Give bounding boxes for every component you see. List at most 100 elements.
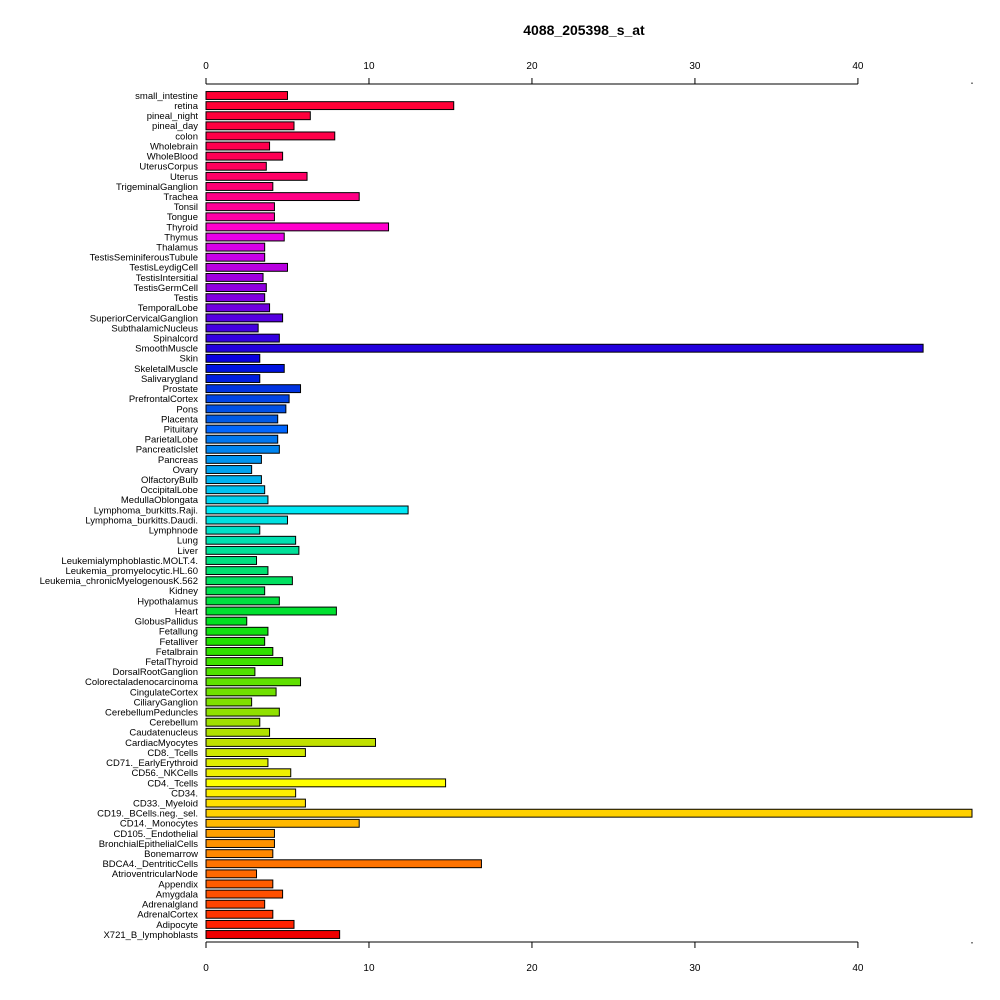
bar-Leukemialymphoblastic.MOLT.4. bbox=[205, 556, 258, 565]
category-label: GlobusPallidus bbox=[135, 617, 199, 628]
category-label: MedullaOblongata bbox=[121, 495, 199, 506]
bar-Lymphoma_burkitts.Raji. bbox=[205, 505, 409, 515]
chart-title: 4088_205398_s_at bbox=[523, 22, 645, 38]
bottom-axis-tick-label: 10 bbox=[363, 963, 375, 974]
bottom-x-axis: 0 10 20 30 40 bbox=[203, 941, 973, 974]
bar-retina bbox=[205, 101, 455, 111]
top-axis-tick-label: 10 bbox=[363, 61, 375, 72]
bar-CD19._BCells.neg._sel. bbox=[205, 808, 973, 818]
top-axis-tick-label: 0 bbox=[203, 61, 209, 72]
bar-OccipitalLobe bbox=[205, 485, 266, 495]
bar-CD33._Myeloid bbox=[205, 798, 306, 808]
bar-TemporalLobe bbox=[205, 303, 271, 313]
category-label: Uterus bbox=[170, 172, 198, 183]
bar-Trachea bbox=[205, 192, 360, 202]
category-label: Pancreas bbox=[158, 455, 198, 466]
bar-CD8._Tcells bbox=[205, 748, 306, 757]
bar-Heart bbox=[205, 606, 337, 616]
bar-Fetalliver bbox=[205, 636, 266, 646]
bar-CerebellumPeduncles bbox=[205, 707, 280, 717]
bar-BronchialEpithelialCells bbox=[205, 839, 275, 848]
category-label: SubthalamicNucleus bbox=[111, 323, 198, 334]
bar-Tonsil bbox=[205, 202, 275, 212]
bar-Thymus bbox=[205, 232, 285, 242]
bar-Wholebrain bbox=[205, 141, 271, 151]
bar-FetalThyroid bbox=[205, 657, 284, 667]
category-label: Lymphnode bbox=[149, 526, 198, 537]
bar-Pancreas bbox=[205, 454, 262, 464]
category-label: Colorectaladenocarcinoma bbox=[85, 677, 199, 688]
category-label: TestisLeydigCell bbox=[129, 263, 198, 274]
bar-Placenta bbox=[205, 414, 279, 424]
category-label: Adrenalgland bbox=[142, 900, 198, 911]
bar-CD56._NKCells bbox=[205, 768, 292, 778]
category-label: TestisGermCell bbox=[134, 283, 198, 294]
category-label: Lung bbox=[177, 536, 198, 547]
category-label: X721_B_lymphoblasts bbox=[103, 930, 198, 941]
bar-pineal_night bbox=[205, 111, 311, 121]
bar-Hypothalamus bbox=[205, 596, 280, 606]
bar-pineal_day bbox=[205, 121, 295, 131]
bar-PrefrontalCortex bbox=[205, 394, 290, 404]
category-label: Prostate bbox=[163, 384, 198, 395]
bar-CD14._Monocytes bbox=[205, 818, 360, 828]
bar-ParietalLobe bbox=[205, 434, 279, 444]
category-label: DorsalRootGanglion bbox=[112, 667, 198, 678]
bar-CD34. bbox=[205, 788, 297, 798]
top-axis-tick-label: 20 bbox=[526, 61, 538, 72]
category-label: Trachea bbox=[164, 192, 199, 203]
bar-Tongue bbox=[205, 212, 275, 222]
category-label: CD14._Monocytes bbox=[120, 819, 198, 830]
category-label: FetalThyroid bbox=[145, 657, 198, 668]
bar-CD71._EarlyErythroid bbox=[205, 758, 269, 768]
bar-Fetallung bbox=[205, 626, 269, 636]
category-label: OccipitalLobe bbox=[140, 485, 198, 496]
category-label: Caudatenucleus bbox=[129, 728, 198, 739]
bar-Lung bbox=[205, 535, 297, 545]
top-axis-tick-label: 40 bbox=[852, 61, 864, 72]
bar-Thalamus bbox=[205, 242, 266, 252]
bar-Skin bbox=[205, 353, 261, 363]
bar-SubthalamicNucleus bbox=[205, 323, 259, 333]
category-label: Appendix bbox=[158, 879, 198, 890]
bar-OlfactoryBulb bbox=[205, 475, 262, 485]
bar-Adrenalgland bbox=[205, 899, 266, 909]
category-label: WholeBlood bbox=[147, 152, 198, 163]
bar-Pons bbox=[205, 404, 287, 414]
bar-Ovary bbox=[205, 465, 253, 474]
category-label: Spinalcord bbox=[153, 334, 198, 345]
category-label: pineal_night bbox=[147, 111, 199, 122]
bar-CD4._Tcells bbox=[205, 778, 447, 788]
category-label: Tonsil bbox=[174, 202, 198, 213]
bar-Spinalcord bbox=[205, 333, 280, 343]
bottom-axis-tick-label: 30 bbox=[689, 963, 701, 974]
category-label: Lymphoma_burkitts.Daudi. bbox=[85, 515, 198, 526]
category-label: AtrioventricularNode bbox=[112, 869, 198, 880]
category-label: Cerebellum bbox=[149, 718, 198, 729]
category-label: Kidney bbox=[169, 586, 198, 597]
category-label: CD33._Myeloid bbox=[133, 798, 198, 809]
category-label: Amygdala bbox=[156, 889, 199, 900]
category-label: CD8._Tcells bbox=[147, 748, 198, 759]
category-label: CD34. bbox=[171, 788, 198, 799]
bottom-axis-tick-label: 20 bbox=[526, 963, 538, 974]
bar-MedullaOblongata bbox=[205, 495, 269, 505]
bar-small_intestine bbox=[205, 91, 288, 100]
category-label: UterusCorpus bbox=[139, 162, 198, 173]
category-label: Heart bbox=[175, 606, 199, 617]
bar-CingulateCortex bbox=[205, 687, 277, 697]
top-x-axis: 0 10 20 30 40 bbox=[203, 61, 973, 85]
bar-TrigeminalGanglion bbox=[205, 182, 274, 191]
category-label: Ovary bbox=[173, 465, 199, 476]
bar-SkeletalMuscle bbox=[205, 363, 285, 373]
category-label: AdrenalCortex bbox=[137, 910, 198, 921]
bar-BDCA4._DentriticCells bbox=[205, 859, 482, 869]
category-label: SmoothMuscle bbox=[135, 344, 198, 355]
bar-Caudatenucleus bbox=[205, 727, 271, 737]
category-label: Lymphoma_burkitts.Raji. bbox=[94, 505, 198, 516]
category-label: Tongue bbox=[167, 212, 198, 223]
category-label: BDCA4._DentriticCells bbox=[102, 859, 198, 870]
category-label: Thalamus bbox=[156, 243, 198, 254]
bar-X721_B_lymphoblasts bbox=[205, 930, 341, 939]
bar-Leukemia_chronicMyelogenousK.562 bbox=[205, 576, 293, 586]
